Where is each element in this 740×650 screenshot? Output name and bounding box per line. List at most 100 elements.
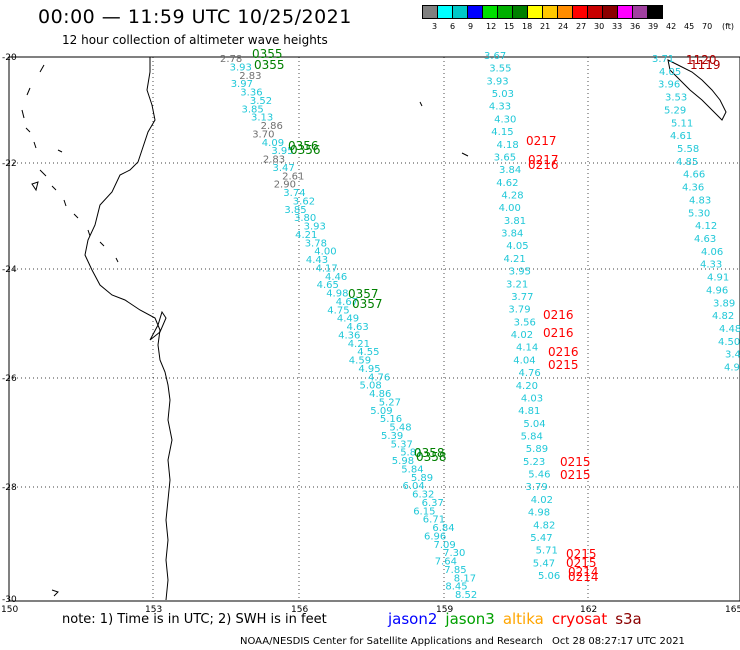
swh-value: 4.36 xyxy=(682,183,704,194)
swh-value: 3.13 xyxy=(251,113,273,124)
swh-value: 3.84 xyxy=(499,165,521,176)
swh-value: 2.83 xyxy=(239,71,261,82)
swh-value: 3.21 xyxy=(506,279,528,290)
swh-value: 4.63 xyxy=(347,322,369,333)
swh-value: 8.45 xyxy=(445,582,467,593)
legend-tick: 21 xyxy=(540,22,551,31)
swh-value: 4.98 xyxy=(326,289,348,300)
swh-value: 4.55 xyxy=(357,347,379,358)
swh-value: 3.95 xyxy=(271,146,293,157)
swh-value: 2.83 xyxy=(263,155,285,166)
swh-value: 5.39 xyxy=(381,431,403,442)
legend-tick: 24 xyxy=(558,22,569,31)
swh-value: 5.04 xyxy=(523,419,545,430)
swh-value: 4.33 xyxy=(489,102,511,113)
color-scale-legend xyxy=(422,5,663,19)
swh-value: 4.48 xyxy=(719,324,740,335)
swh-value: 3.62 xyxy=(293,196,315,207)
swh-value: 6.37 xyxy=(422,498,444,509)
swh-value: 4.81 xyxy=(518,406,540,417)
legend-tick: 9 xyxy=(468,22,474,31)
swh-value: 3.80 xyxy=(294,213,316,224)
swh-value: 3.85 xyxy=(242,104,264,115)
swh-value: 4.33 xyxy=(700,260,722,271)
swh-value: 5.29 xyxy=(664,105,686,116)
swh-value: 3.55 xyxy=(489,64,511,75)
time-label: 0216 xyxy=(548,345,579,359)
swh-value: 4.00 xyxy=(499,203,521,214)
swh-value: 2.78 xyxy=(220,54,242,65)
graticule xyxy=(9,57,740,601)
credit-line: NOAA/NESDIS Center for Satellite Applica… xyxy=(240,636,543,647)
altimeter-tracks: 2.783.932.833.973.363.523.853.132.863.70… xyxy=(220,47,740,601)
time-label: 0358 xyxy=(414,446,445,460)
swh-value: 8.52 xyxy=(455,590,477,601)
swh-value: 2.61 xyxy=(282,171,304,182)
time-label: 0215 xyxy=(566,547,597,561)
swh-value: 3.79 xyxy=(526,482,548,493)
swh-value: 4.96 xyxy=(706,285,728,296)
swh-value: 4.46 xyxy=(325,272,347,283)
swh-value: 4.05 xyxy=(659,67,681,78)
time-label: 1120 xyxy=(686,53,717,67)
generated-timestamp: Oct 28 08:27:17 UTC 2021 xyxy=(552,636,685,647)
swh-value: 4.05 xyxy=(506,241,528,252)
legend-tick: 45 xyxy=(684,22,695,31)
swh-value: 3.78 xyxy=(305,238,327,249)
time-label: 0217 xyxy=(528,153,559,167)
time-label: 0215 xyxy=(548,358,579,372)
satellite-name: altika xyxy=(502,610,544,628)
swh-value: 4.86 xyxy=(369,389,391,400)
satellite-legend: jason2 jason3 altika cryosat s3a xyxy=(388,610,642,628)
longitude-label: 162 xyxy=(580,605,597,615)
swh-value: 4.66 xyxy=(683,170,705,181)
latitude-label: -28 xyxy=(2,483,17,493)
swh-value: 3.79 xyxy=(508,305,530,316)
legend-tick: 27 xyxy=(576,22,587,31)
time-label: 1119 xyxy=(690,58,721,72)
swh-value: 4.36 xyxy=(338,330,360,341)
swh-value: 5.23 xyxy=(523,457,545,468)
swh-value: 6.04 xyxy=(403,481,425,492)
swh-value: 5.03 xyxy=(492,89,514,100)
swh-value: 6.84 xyxy=(432,523,454,534)
time-label: 0217 xyxy=(526,134,557,148)
swh-value: 4.49 xyxy=(337,314,359,325)
swh-value: 4.17 xyxy=(316,263,338,274)
swh-value: 3.42 xyxy=(725,350,740,361)
legend-tick: 39 xyxy=(648,22,659,31)
swh-value: 3.81 xyxy=(504,216,526,227)
swh-value: 5.30 xyxy=(688,208,710,219)
legend-tick: 33 xyxy=(612,22,623,31)
swh-value: 4.09 xyxy=(262,138,284,149)
swh-value: 5.84 xyxy=(401,464,423,475)
swh-value: 3.52 xyxy=(250,96,272,107)
swh-value: 7.85 xyxy=(444,565,466,576)
swh-value: 4.21 xyxy=(348,339,370,350)
swh-value: 4.85 xyxy=(676,157,698,168)
swh-value: 4.92 xyxy=(724,363,740,374)
time-label: 0215 xyxy=(566,556,597,570)
chart-title: 00:00 — 11:59 UTC 10/25/2021 xyxy=(38,6,352,28)
swh-value: 3.71 xyxy=(652,54,674,65)
swh-value: 2.90 xyxy=(274,180,296,191)
swh-value: 4.83 xyxy=(689,195,711,206)
swh-value: 4.50 xyxy=(718,337,740,348)
swh-value: 5.06 xyxy=(538,571,560,582)
swh-value: 4.02 xyxy=(531,495,553,506)
swh-value: 4.75 xyxy=(327,305,349,316)
chart-subtitle: 12 hour collection of altimeter wave hei… xyxy=(62,33,328,47)
swh-value: 4.15 xyxy=(491,127,513,138)
satellite-name: s3a xyxy=(615,610,642,628)
swh-value: 5.16 xyxy=(380,414,402,425)
legend-tick: 70 xyxy=(702,22,713,31)
swh-value: 4.98 xyxy=(528,508,550,519)
legend-tick: 36 xyxy=(630,22,641,31)
swh-value: 3.84 xyxy=(501,229,523,240)
swh-value: 5.47 xyxy=(533,558,555,569)
legend-swatch xyxy=(647,5,663,19)
footnote: note: 1) Time is in UTC; 2) SWH is in fe… xyxy=(62,612,327,627)
swh-value: 3.93 xyxy=(486,76,508,87)
swh-value: 3.67 xyxy=(484,51,506,62)
